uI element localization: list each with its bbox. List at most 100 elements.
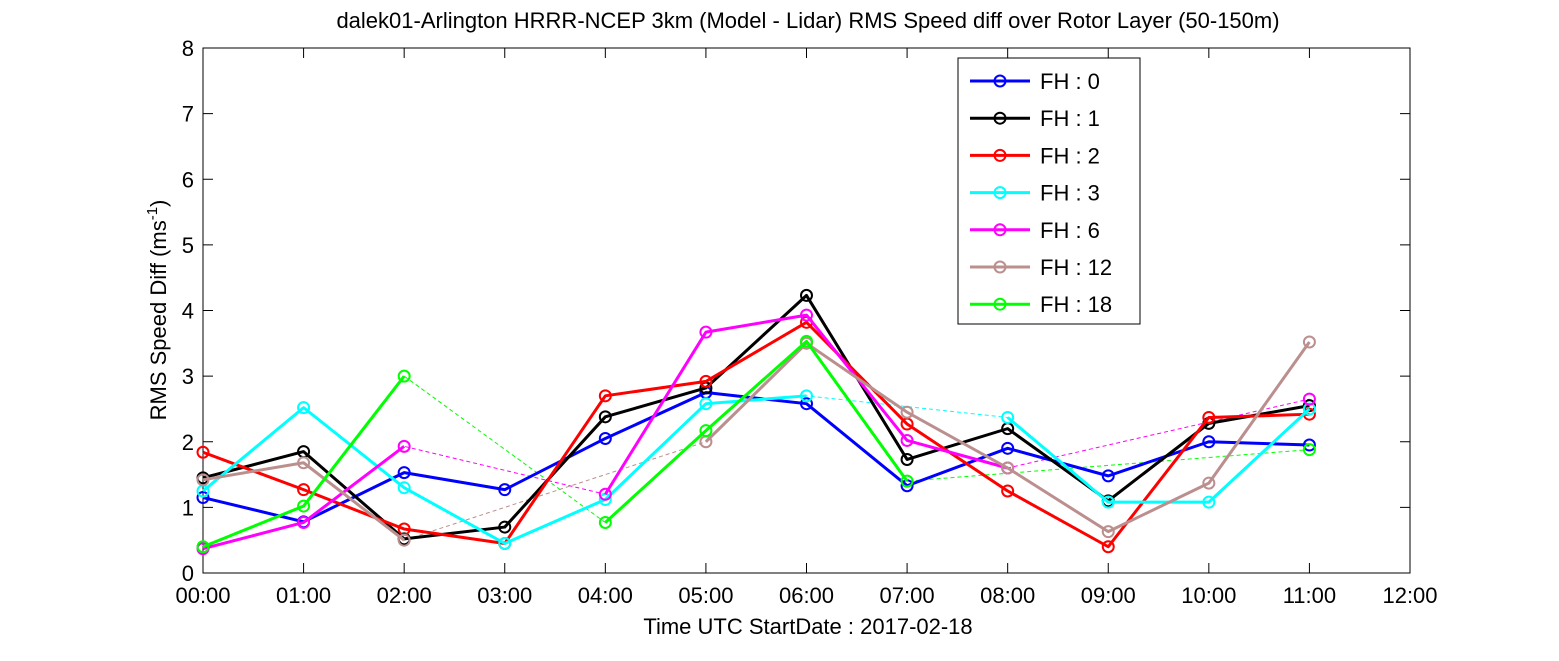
data-point: [1101, 525, 1115, 539]
y-axis-label-superscript: -1: [144, 207, 161, 220]
legend-swatch-marker: [993, 74, 1007, 88]
legend-item: FH : 3: [970, 181, 1100, 206]
series-line-fh-18: [604, 339, 909, 524]
x-tick-label: 10:00: [1181, 583, 1236, 608]
data-point: [800, 288, 813, 302]
data-point: [297, 401, 311, 415]
data-point: [1302, 443, 1316, 457]
y-tick-label: 7: [182, 102, 194, 127]
data-point: [598, 487, 612, 501]
data-point: [699, 374, 713, 388]
data-point: [498, 520, 512, 534]
x-tick-label: 02:00: [377, 583, 432, 608]
data-point: [297, 456, 311, 470]
legend-label: FH : 0: [1040, 69, 1100, 94]
data-point: [1302, 438, 1316, 452]
data-point: [196, 473, 210, 487]
series-fh-3: [196, 389, 1316, 550]
legend-label: FH : 2: [1040, 143, 1100, 168]
data-point: [397, 481, 411, 495]
data-point: [900, 474, 914, 488]
x-tick-label: 09:00: [1081, 583, 1136, 608]
legend-swatch-marker: [993, 148, 1007, 162]
chart-title: dalek01-Arlington HRRR-NCEP 3km (Model -…: [336, 8, 1279, 33]
data-point: [397, 369, 411, 383]
series-fh-0: [196, 386, 1316, 529]
data-point: [800, 308, 813, 322]
series-line-fh-3: [202, 394, 807, 545]
legend-swatch-marker: [993, 260, 1007, 274]
data-point: [297, 499, 311, 513]
x-tick-label: 05:00: [678, 583, 733, 608]
x-tick-label: 04:00: [578, 583, 633, 608]
legend-swatch-marker: [993, 223, 1007, 237]
data-point: [598, 515, 612, 529]
series-line-fh-6: [604, 313, 1009, 496]
legend-item: FH : 18: [970, 292, 1112, 317]
x-tick-label: 06:00: [779, 583, 834, 608]
data-point: [598, 410, 612, 424]
series-line-fh-12: [704, 341, 1311, 534]
series-fh-6: [196, 308, 1316, 556]
y-tick-label: 5: [182, 233, 194, 258]
data-point: [699, 325, 713, 339]
y-axis-label: RMS Speed Diff (ms-1): [144, 200, 171, 421]
x-axis-label: Time UTC StartDate : 2017-02-18: [643, 614, 972, 639]
data-point: [1001, 441, 1015, 455]
data-point: [900, 452, 914, 466]
data-point: [800, 397, 813, 411]
series-line-fh-0: [202, 391, 1310, 524]
data-point: [1101, 469, 1115, 483]
legend-item: FH : 6: [970, 218, 1100, 243]
data-point: [1302, 402, 1316, 416]
data-point: [1202, 435, 1216, 449]
data-point: [800, 389, 813, 403]
data-point: [1202, 410, 1216, 424]
series-fh-1: [196, 288, 1316, 546]
legend: FH : 0 FH : 1 FH : 2 FH : 3 FH : 6 FH : 12 FH …: [957, 57, 1141, 325]
x-tick-label: 00:00: [175, 583, 230, 608]
legend-label: FH : 3: [1040, 181, 1100, 206]
data-point: [196, 540, 210, 554]
y-axis: 0 1 2 3 4 5 6 7 8: [182, 36, 1410, 586]
data-point: [900, 405, 914, 419]
legend-label: FH : 18: [1040, 292, 1112, 317]
y-axis-label-main: RMS Speed Diff (ms: [146, 220, 171, 420]
legend-item: FH : 2: [970, 143, 1100, 168]
series-line-fh-1: [202, 293, 1310, 541]
legend-swatch-marker: [993, 186, 1007, 200]
data-point: [598, 431, 612, 445]
x-tick-label: 08:00: [980, 583, 1035, 608]
legend-label: FH : 6: [1040, 218, 1100, 243]
legend-swatch-marker: [993, 111, 1007, 125]
data-point: [800, 334, 813, 348]
data-point: [1101, 540, 1115, 554]
x-tick-label: 01:00: [276, 583, 331, 608]
series-line-fh-12: [202, 461, 406, 542]
x-tick-label: 12:00: [1382, 583, 1437, 608]
x-tick-label: 03:00: [477, 583, 532, 608]
data-point: [196, 445, 210, 459]
series-fh-18: [196, 334, 1316, 554]
series-line-fh-3: [1006, 407, 1311, 504]
data-point: [598, 389, 612, 403]
data-point: [1202, 476, 1216, 490]
y-tick-label: 2: [182, 430, 194, 455]
series-gap-line-fh-12: [202, 341, 1310, 541]
x-tick-label: 07:00: [880, 583, 935, 608]
data-point: [1202, 495, 1216, 509]
series-gap-line-fh-3: [202, 395, 1310, 545]
data-point: [297, 515, 311, 529]
data-point: [1001, 410, 1015, 424]
data-point: [397, 439, 411, 453]
y-tick-label: 1: [182, 495, 194, 520]
data-point: [196, 491, 210, 505]
data-point: [498, 536, 512, 550]
legend-box: [957, 57, 1141, 325]
series-line-fh-18: [202, 375, 406, 549]
y-axis-label-close: ): [146, 200, 171, 207]
data-point: [1001, 461, 1015, 475]
data-point: [699, 397, 713, 411]
series-line-fh-6: [202, 445, 406, 551]
